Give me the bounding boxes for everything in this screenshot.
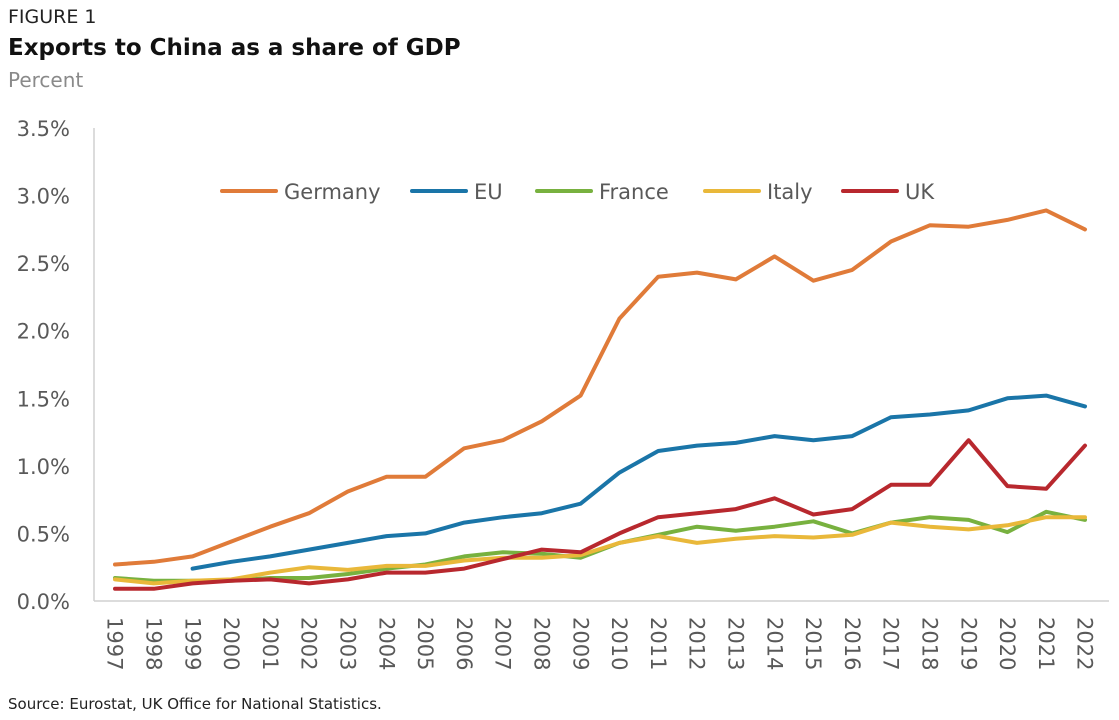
y-tick-label: 0.0% [17,590,70,614]
y-tick-label: 1.0% [17,455,70,479]
x-tick-label: 2004 [374,617,398,670]
x-tick-label: 2021 [1034,617,1058,670]
series-line-italy [113,515,1087,586]
figure-label: FIGURE 1 [8,6,97,28]
legend: Germany EU France Italy UK [220,180,935,204]
x-tick-label: 2008 [529,617,553,670]
series-line-eu [190,393,1087,571]
x-tick-label: 2003 [335,617,359,670]
y-tick-label: 0.5% [17,522,70,546]
x-tick-label: 2002 [297,617,321,670]
x-tick-label: 2020 [995,617,1019,670]
legend-label-france: France [599,180,669,204]
series-line-uk [113,438,1087,591]
x-tick-label: 1998 [141,617,165,670]
line-chart: 0.0%0.5%1.0%1.5%2.0%2.5%3.0%3.5% 1997 199… [17,117,1109,670]
x-tick-label: 2005 [413,617,437,670]
x-tick-label: 2013 [723,617,747,670]
series-lines [113,208,1087,591]
y-tick-label: 2.5% [17,252,70,276]
x-tick-label: 2009 [568,617,592,670]
y-tick-label: 1.5% [17,387,70,411]
x-axis-ticks: 1997 1998 1999 2000 2001 2002 2003 2004 2005 2006… [103,617,1097,670]
x-tick-label: 1997 [103,617,127,670]
x-tick-label: 2019 [956,617,980,670]
series-line-germany [113,208,1087,567]
x-tick-label: 2000 [219,617,243,670]
legend-label-germany: Germany [284,180,381,204]
x-tick-label: 2017 [879,617,903,670]
legend-label-eu: EU [474,180,503,204]
y-tick-label: 3.0% [17,185,70,209]
series-line-france [113,509,1087,583]
x-tick-label: 2018 [917,617,941,670]
x-tick-label: 2011 [646,617,670,670]
chart-title: Exports to China as a share of GDP [8,35,461,61]
chart-subtitle: Percent [8,68,84,92]
x-tick-label: 2012 [685,617,709,670]
x-tick-label: 2007 [491,617,515,670]
y-tick-label: 2.0% [17,320,70,344]
x-tick-label: 2006 [452,617,476,670]
x-tick-label: 2015 [801,617,825,670]
x-tick-label: 2010 [607,617,631,670]
x-tick-label: 2016 [840,617,864,670]
legend-label-uk: UK [905,180,935,204]
y-axis-ticks: 0.0% 0.5% 1.0% 1.5% 2.0% 2.5% 3.0% 3.5% [17,117,70,614]
x-tick-label: 1999 [180,617,204,670]
x-tick-label: 2022 [1073,617,1097,670]
source-note: Source: Eurostat, UK Office for National… [8,695,382,713]
y-tick-label: 3.5% [17,117,70,141]
x-tick-label: 2014 [762,617,786,670]
x-tick-label: 2001 [258,617,282,670]
axes [93,128,1109,602]
legend-label-italy: Italy [767,180,813,204]
